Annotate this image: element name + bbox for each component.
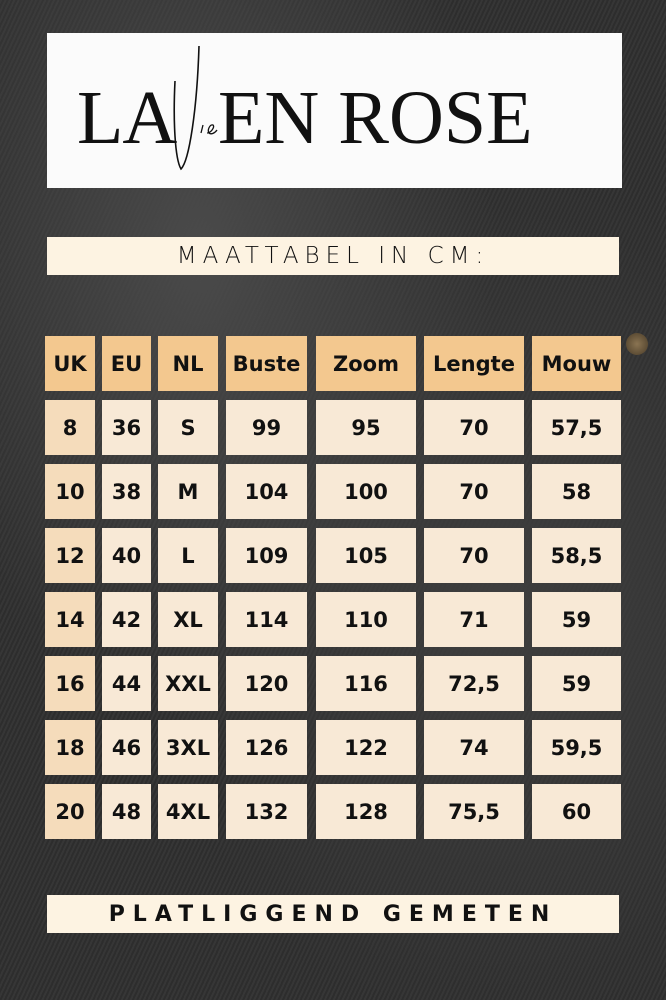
table-cell: 57,5 <box>532 400 621 455</box>
table-cell: 46 <box>102 720 151 775</box>
logo-vie-script <box>173 45 218 171</box>
table-cell: 75,5 <box>424 784 524 839</box>
table-cell: 14 <box>45 592 95 647</box>
table-cell: 122 <box>316 720 416 775</box>
column-header-mouw: Mouw <box>532 336 621 391</box>
table-cell: 59,5 <box>532 720 621 775</box>
table-cell: 70 <box>424 528 524 583</box>
table-cell: 95 <box>316 400 416 455</box>
table-cell: L <box>158 528 218 583</box>
column-header-zoom: Zoom <box>316 336 416 391</box>
table-cell: 10 <box>45 464 95 519</box>
table-cell: 16 <box>45 656 95 711</box>
table-cell: S <box>158 400 218 455</box>
table-cell: 70 <box>424 464 524 519</box>
table-cell: 126 <box>226 720 307 775</box>
table-cell: 104 <box>226 464 307 519</box>
column-header-uk: UK <box>45 336 95 391</box>
table-cell: 40 <box>102 528 151 583</box>
table-cell: XL <box>158 592 218 647</box>
table-cell: 132 <box>226 784 307 839</box>
table-cell: 48 <box>102 784 151 839</box>
table-cell: 72,5 <box>424 656 524 711</box>
table-cell: 74 <box>424 720 524 775</box>
table-cell: 100 <box>316 464 416 519</box>
column-header-buste: Buste <box>226 336 307 391</box>
table-cell: 114 <box>226 592 307 647</box>
page-title: MAATTABEL IN CM: <box>47 237 619 275</box>
table-cell: 105 <box>316 528 416 583</box>
logo-en-rose: EN ROSE <box>218 76 533 160</box>
column-header-eu: EU <box>102 336 151 391</box>
table-cell: 110 <box>316 592 416 647</box>
denim-button-decoration <box>626 333 648 355</box>
table-cell: 58 <box>532 464 621 519</box>
logo-la: LA <box>77 76 177 160</box>
table-cell: 38 <box>102 464 151 519</box>
table-cell: 12 <box>45 528 95 583</box>
table-cell: 59 <box>532 656 621 711</box>
table-cell: 59 <box>532 592 621 647</box>
footer-note: PLATLIGGEND GEMETEN <box>47 895 619 933</box>
table-cell: 99 <box>226 400 307 455</box>
table-cell: 120 <box>226 656 307 711</box>
table-cell: 42 <box>102 592 151 647</box>
table-cell: 3XL <box>158 720 218 775</box>
table-cell: 109 <box>226 528 307 583</box>
table-cell: XXL <box>158 656 218 711</box>
table-cell: M <box>158 464 218 519</box>
table-cell: 58,5 <box>532 528 621 583</box>
column-header-nl: NL <box>158 336 218 391</box>
table-cell: 71 <box>424 592 524 647</box>
table-cell: 128 <box>316 784 416 839</box>
table-cell: 36 <box>102 400 151 455</box>
brand-logo: LA EN ROSE <box>47 33 622 188</box>
table-cell: 20 <box>45 784 95 839</box>
table-cell: 18 <box>45 720 95 775</box>
column-header-lengte: Lengte <box>424 336 524 391</box>
table-cell: 116 <box>316 656 416 711</box>
table-cell: 60 <box>532 784 621 839</box>
table-cell: 44 <box>102 656 151 711</box>
table-cell: 4XL <box>158 784 218 839</box>
table-cell: 70 <box>424 400 524 455</box>
table-cell: 8 <box>45 400 95 455</box>
